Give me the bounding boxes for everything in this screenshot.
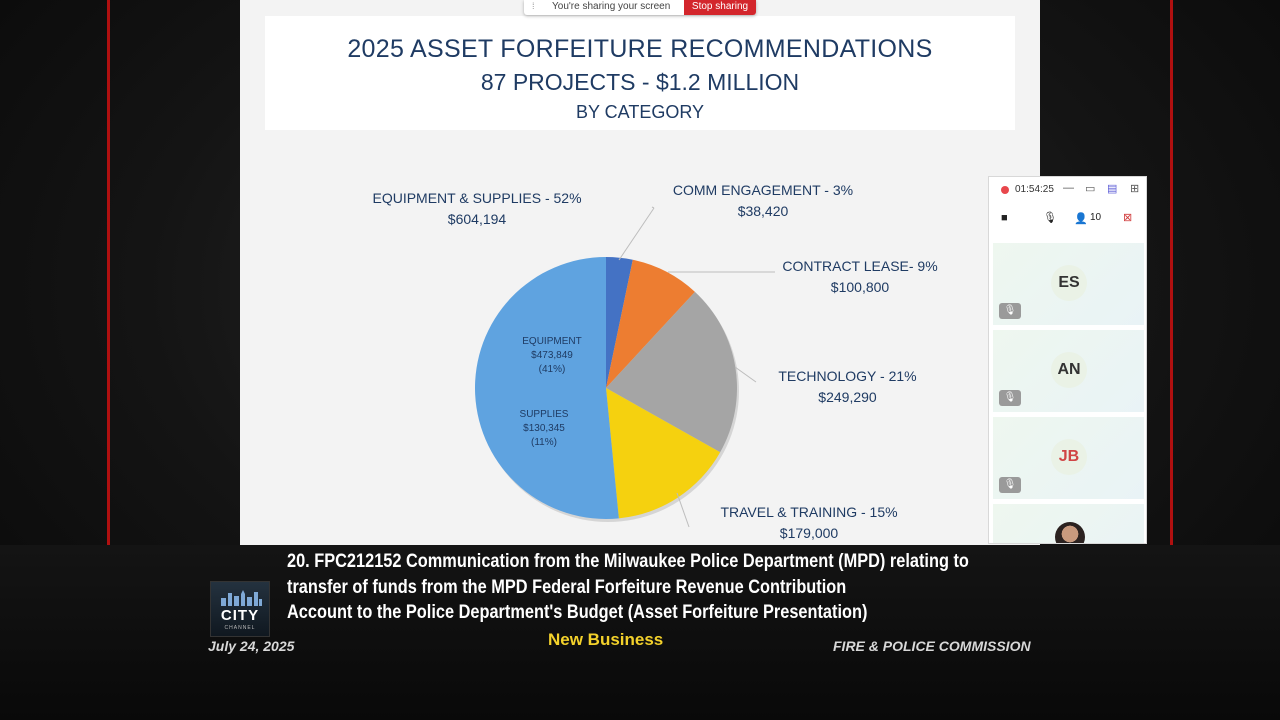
- callout-technology: TECHNOLOGY - 21% $249,290: [765, 366, 930, 408]
- callout-contract-lease: CONTRACT LEASE- 9% $100,800: [775, 256, 945, 298]
- stop-sharing-button[interactable]: Stop sharing: [684, 0, 756, 15]
- people-icon[interactable]: 👤: [1074, 213, 1088, 225]
- participant-tile-video[interactable]: [993, 504, 1144, 543]
- meeting-date: July 24, 2025: [208, 638, 295, 654]
- presentation-slide: 2025 ASSET FORFEITURE RECOMMENDATIONS 87…: [240, 0, 1040, 545]
- inner-label-supplies-percent: (11%): [531, 437, 557, 448]
- agenda-section-label: New Business: [548, 630, 664, 649]
- muted-mic-icon: 🎙: [999, 477, 1021, 493]
- agenda-item-line: transfer of funds from the MPD Federal F…: [287, 577, 847, 598]
- slide-subtitle: 87 PROJECTS - $1.2 MILLION: [480, 69, 800, 95]
- callout-contract-lease-name: CONTRACT LEASE- 9%: [782, 258, 938, 274]
- pie-slice-comm-engagement: [606, 257, 633, 388]
- slide-title: 2025 ASSET FORFEITURE RECOMMENDATIONS: [347, 35, 933, 63]
- participant-tile[interactable]: AN 🎙: [993, 330, 1144, 412]
- callout-technology-name: TECHNOLOGY - 21%: [778, 368, 917, 384]
- pie-slice-travel-training: [606, 388, 721, 519]
- body-name: FIRE & POLICE COMMISSION: [833, 638, 1031, 654]
- meeting-participants-panel: 01:54:25 — ▭ ▤ ⊞ ■ 🎙 👤 10 ⊠ ES 🎙 AN 🎙 JB…: [988, 176, 1147, 544]
- inner-label-supplies-amount: $130,345: [523, 423, 565, 434]
- callout-equipment-supplies-amount: $604,194: [447, 211, 507, 227]
- callout-comm-engagement-amount: $38,420: [737, 203, 789, 219]
- meeting-timer: 01:54:25: [1015, 184, 1054, 195]
- leader-line-travel-training: [676, 492, 690, 528]
- leader-line-technology: [734, 366, 757, 383]
- camera-icon[interactable]: ■: [1001, 212, 1008, 224]
- callout-travel-training: TRAVEL & TRAINING - 15% $179,000: [698, 502, 920, 544]
- right-frame-border: [1170, 0, 1173, 545]
- agenda-item-line: 20. FPC212152 Communication from the Mil…: [287, 551, 969, 572]
- callout-comm-engagement: COMM ENGAGEMENT - 3% $38,420: [658, 180, 868, 222]
- participant-tile[interactable]: ES 🎙: [993, 243, 1144, 325]
- microphone-icon[interactable]: 🎙: [1043, 212, 1057, 224]
- record-dot-icon: [1001, 186, 1009, 194]
- inner-label-equipment: EQUIPMENT $473,849 (41%): [512, 335, 592, 377]
- panel-title-bar: 01:54:25 — ▭ ▤ ⊞: [989, 177, 1146, 201]
- slide-title-box: 2025 ASSET FORFEITURE RECOMMENDATIONS 87…: [265, 16, 1015, 130]
- pie-slice-contract-lease: [606, 259, 695, 388]
- share-status-text: You're sharing your screen: [552, 1, 671, 12]
- panel-controls: ■ 🎙 👤 10 ⊠: [989, 207, 1146, 231]
- left-frame-border: [107, 0, 110, 545]
- logo-text: CITY: [220, 607, 260, 624]
- callout-equipment-supplies: EQUIPMENT & SUPPLIES - 52% $604,194: [362, 188, 592, 230]
- callout-comm-engagement-name: COMM ENGAGEMENT - 3%: [672, 182, 854, 198]
- inner-label-equipment-amount: $473,849: [531, 350, 573, 361]
- muted-mic-icon: 🎙: [999, 303, 1021, 319]
- participant-video-thumbnail: [1055, 522, 1085, 543]
- callout-contract-lease-amount: $100,800: [830, 279, 890, 295]
- inner-label-supplies-name: SUPPLIES: [519, 409, 569, 420]
- callout-technology-amount: $249,290: [818, 389, 877, 405]
- drag-handle-icon[interactable]: ⁞: [532, 1, 535, 11]
- pie-slice-equipment-supplies: [474, 257, 619, 519]
- avatar: AN: [1051, 352, 1087, 388]
- callout-travel-training-name: TRAVEL & TRAINING - 15%: [720, 504, 898, 520]
- leave-icon[interactable]: ⊠: [1123, 212, 1133, 224]
- pie-slice-technology: [606, 291, 737, 453]
- muted-mic-icon: 🎙: [999, 390, 1021, 406]
- slide-category-heading: BY CATEGORY: [575, 102, 705, 122]
- minimize-icon[interactable]: —: [1063, 182, 1074, 194]
- skyline-icon: [221, 590, 262, 606]
- grid-icon[interactable]: ⊞: [1130, 183, 1140, 195]
- avatar: JB: [1051, 439, 1087, 475]
- city-channel-logo: CITY CHANNEL: [210, 581, 270, 637]
- participant-count: 10: [1090, 212, 1102, 223]
- avatar: ES: [1051, 265, 1087, 301]
- layout-icon[interactable]: ▤: [1107, 183, 1118, 195]
- restore-icon[interactable]: ▭: [1085, 183, 1096, 195]
- logo-subtext: CHANNEL: [224, 625, 256, 631]
- agenda-item-line: Account to the Police Department's Budge…: [287, 602, 868, 623]
- callout-travel-training-amount: $179,000: [779, 525, 839, 541]
- inner-label-equipment-name: EQUIPMENT: [522, 336, 582, 347]
- screen-share-bar[interactable]: ⁞ You're sharing your screen Stop sharin…: [524, 0, 756, 15]
- participant-tile[interactable]: JB 🎙: [993, 417, 1144, 499]
- pie-chart: [474, 206, 775, 528]
- leader-line-comm-engagement: [618, 207, 655, 261]
- callout-equipment-supplies-name: EQUIPMENT & SUPPLIES - 52%: [372, 190, 582, 206]
- inner-label-supplies: SUPPLIES $130,345 (11%): [504, 408, 584, 450]
- inner-label-equipment-percent: (41%): [538, 364, 566, 375]
